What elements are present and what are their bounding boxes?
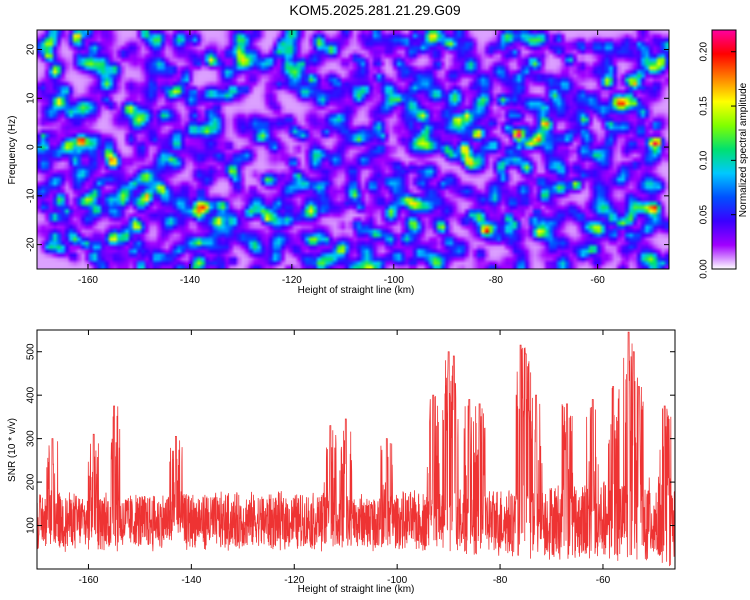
x-tick-label: -140	[181, 575, 201, 586]
snr-x-ticks: -160 -140 -120 -100 -80 -60	[78, 330, 611, 586]
colorbar-label: Normalized spectral amplitude	[738, 82, 749, 217]
colorbar-gradient	[711, 29, 737, 270]
colorbar: 0.00 0.05 0.10 0.15 0.20 Normalized spectral…	[699, 29, 749, 279]
x-tick-label: -60	[596, 575, 611, 586]
colorbar-tick-label: 0.15	[699, 96, 710, 116]
spectrogram-frame	[36, 29, 670, 270]
y-tick-label: 500	[26, 343, 37, 360]
y-tick-label: -20	[26, 237, 37, 252]
x-tick-label: -60	[590, 275, 605, 286]
x-tick-label: -120	[282, 275, 302, 286]
x-tick-label: -80	[493, 575, 508, 586]
y-tick-label: 400	[26, 386, 37, 403]
spectrogram-x-ticks: -160 -140 -120 -100 -80 -60	[78, 30, 605, 286]
chart-title: KOM5.2025.281.21.29.G09	[289, 2, 461, 18]
spectrogram-image	[37, 30, 669, 269]
y-tick-label: 100	[26, 517, 37, 534]
snr-y-label: SNR (10 * v/v)	[7, 418, 18, 482]
y-tick-label: 0	[26, 144, 37, 150]
colorbar-tick-label: 0.10	[699, 150, 710, 170]
y-tick-label: 200	[26, 473, 37, 490]
y-tick-label: 10	[26, 92, 37, 104]
x-tick-label: -140	[180, 275, 200, 286]
x-tick-label: -100	[387, 575, 407, 586]
y-tick-label: 20	[26, 44, 37, 56]
snr-y-ticks: 100 200 300 400 500	[26, 343, 675, 534]
colorbar-ticks: 0.00 0.05 0.10 0.15 0.20	[699, 42, 736, 279]
snr-series-line	[37, 331, 675, 567]
x-tick-label: -80	[488, 275, 503, 286]
x-tick-label: -160	[78, 275, 98, 286]
colorbar-tick-label: 0.05	[699, 205, 710, 225]
x-tick-label: -160	[78, 575, 98, 586]
spectrogram-y-ticks: -20 -10 0 10 20	[26, 44, 669, 252]
y-tick-label: 300	[26, 430, 37, 447]
colorbar-tick-label: 0.00	[699, 259, 710, 279]
snr-frame	[36, 329, 676, 570]
spectrogram-y-label: Frequency (Hz)	[7, 116, 18, 185]
x-tick-label: -100	[384, 275, 404, 286]
snr-panel: -160 -140 -120 -100 -80 -60 100 200 300 400 500 H…	[7, 329, 676, 595]
x-tick-label: -120	[284, 575, 304, 586]
snr-x-label: Height of straight line (km)	[298, 584, 415, 595]
y-tick-label: -10	[26, 188, 37, 203]
colorbar-tick-label: 0.20	[699, 42, 710, 62]
spectrogram-x-label: Height of straight line (km)	[298, 285, 415, 296]
